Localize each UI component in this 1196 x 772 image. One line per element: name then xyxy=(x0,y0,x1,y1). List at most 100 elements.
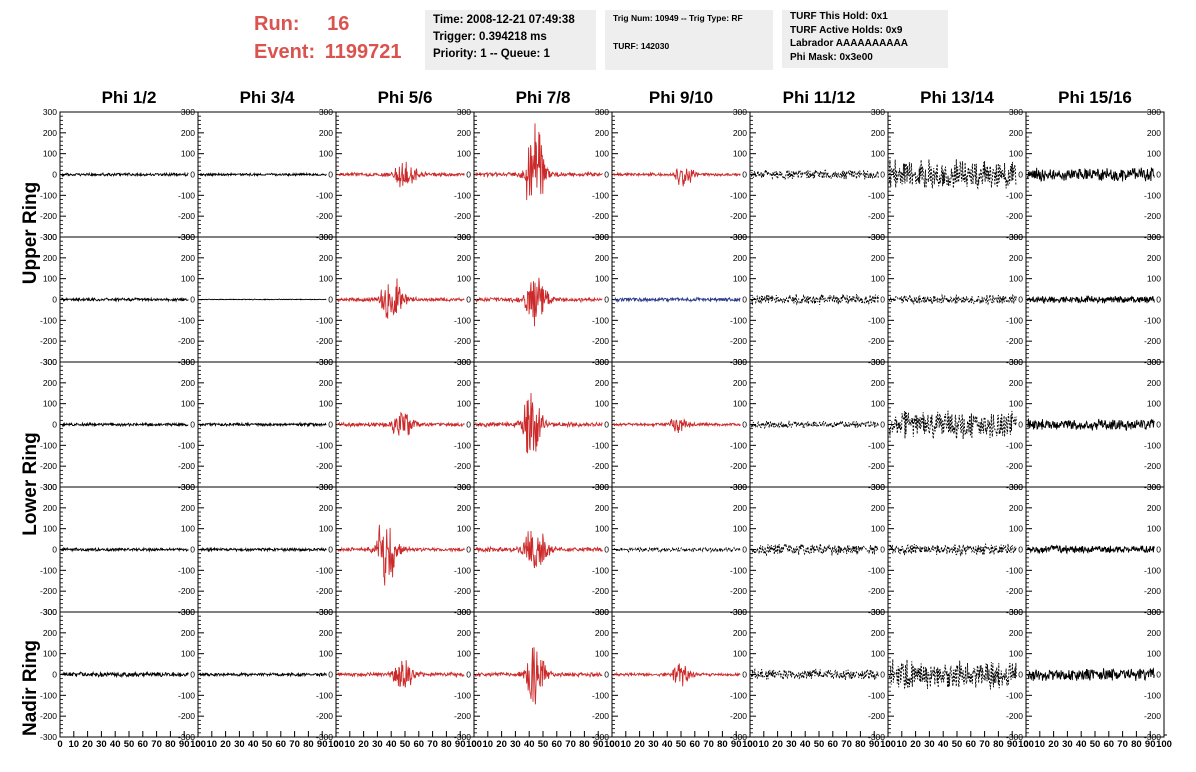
waveform-trace xyxy=(613,296,741,304)
phi-title-7: Phi 13/14 xyxy=(920,88,994,107)
y-tick-label: -200 xyxy=(1144,711,1161,721)
waveform-trace xyxy=(1027,667,1155,681)
y-tick-label: 0 xyxy=(1018,295,1023,305)
y-tick-label: 100 xyxy=(43,399,57,409)
event-label: Event: xyxy=(254,41,316,63)
y-tick-label: 100 xyxy=(595,399,609,409)
y-tick-label: 0 xyxy=(1018,420,1023,430)
x-tick-label: 50 xyxy=(814,739,825,750)
y-tick-label: -300 xyxy=(40,232,57,242)
y-tick-label: 100 xyxy=(319,274,333,284)
waveform-trace xyxy=(474,392,603,454)
y-tick-label: 0 xyxy=(604,670,609,680)
y-tick-label: 100 xyxy=(181,524,195,534)
x-tick-label: 10 xyxy=(69,739,80,750)
y-tick-label: 0 xyxy=(190,295,195,305)
x-tick-label: 10 xyxy=(897,739,908,750)
y-tick-label: 300 xyxy=(43,482,57,492)
y-tick-label: -200 xyxy=(316,711,333,721)
y-tick-label: 0 xyxy=(1156,545,1161,555)
x-tick-label: 30 xyxy=(786,739,797,750)
x-tick-label: 70 xyxy=(1117,739,1128,750)
y-tick-label: -100 xyxy=(316,440,333,450)
y-tick-label: -100 xyxy=(178,565,195,575)
y-tick-label: 200 xyxy=(319,628,333,638)
y-tick-label: 200 xyxy=(181,128,195,138)
y-tick-label: 200 xyxy=(457,128,471,138)
y-tick-label: 200 xyxy=(181,628,195,638)
y-tick-label: 200 xyxy=(595,628,609,638)
x-tick-label: 90 xyxy=(731,739,742,750)
x-tick-label: 10 xyxy=(207,739,218,750)
y-tick-label: -200 xyxy=(868,211,885,221)
waveform-trace xyxy=(199,546,327,553)
y-tick-label: 300 xyxy=(1147,107,1161,117)
trignum-line: Trig Num: 10949 -- Trig Type: RF xyxy=(613,13,743,23)
y-tick-label: 200 xyxy=(319,503,333,513)
y-tick-label: 100 xyxy=(595,649,609,659)
y-tick-label: -100 xyxy=(730,565,747,575)
y-tick-label: 100 xyxy=(871,274,885,284)
y-tick-label: -100 xyxy=(592,565,609,575)
x-tick-label: 0 xyxy=(609,739,614,750)
waveform-trace xyxy=(1027,418,1155,431)
y-tick-label: 300 xyxy=(871,357,885,367)
x-tick-label: 80 xyxy=(1131,739,1142,750)
y-tick-label: -100 xyxy=(316,565,333,575)
x-tick-label: 30 xyxy=(648,739,659,750)
x-tick-label: 70 xyxy=(427,739,438,750)
y-tick-label: 200 xyxy=(1009,253,1023,263)
y-tick-label: 300 xyxy=(457,607,471,617)
y-tick-label: 100 xyxy=(457,524,471,534)
x-tick-label: 80 xyxy=(993,739,1004,750)
y-tick-label: 300 xyxy=(595,607,609,617)
y-tick-label: 100 xyxy=(457,649,471,659)
x-tick-label: 40 xyxy=(386,739,397,750)
y-tick-label: 0 xyxy=(466,420,471,430)
x-tick-label: 40 xyxy=(110,739,121,750)
y-tick-label: -200 xyxy=(454,711,471,721)
y-tick-label: 100 xyxy=(457,274,471,284)
y-tick-label: -200 xyxy=(454,211,471,221)
y-tick-label: -300 xyxy=(592,732,609,742)
y-tick-label: -200 xyxy=(454,586,471,596)
y-tick-label: -100 xyxy=(1006,315,1023,325)
y-tick-label: -300 xyxy=(454,732,471,742)
y-tick-label: 200 xyxy=(43,128,57,138)
y-tick-label: 0 xyxy=(466,670,471,680)
y-tick-label: 0 xyxy=(604,295,609,305)
x-tick-label: 60 xyxy=(414,739,425,750)
y-tick-label: -100 xyxy=(730,315,747,325)
waveform-trace xyxy=(474,647,603,705)
y-tick-label: 0 xyxy=(328,295,333,305)
y-tick-label: 300 xyxy=(871,107,885,117)
y-tick-label: 0 xyxy=(742,670,747,680)
y-tick-label: -200 xyxy=(1006,336,1023,346)
y-tick-label: -200 xyxy=(730,211,747,221)
y-tick-label: 0 xyxy=(1018,170,1023,180)
x-tick-label: 100 xyxy=(604,739,620,750)
x-tick-label: 0 xyxy=(747,739,752,750)
y-tick-label: 300 xyxy=(1009,107,1023,117)
y-tick-label: -100 xyxy=(592,315,609,325)
y-tick-label: 200 xyxy=(457,503,471,513)
waveform-trace xyxy=(888,543,1017,557)
x-tick-label: 20 xyxy=(1048,739,1059,750)
y-tick-label: 100 xyxy=(1009,524,1023,534)
y-tick-label: 100 xyxy=(319,399,333,409)
y-tick-label: 100 xyxy=(1147,274,1161,284)
x-tick-label: 60 xyxy=(1104,739,1115,750)
y-tick-label: 0 xyxy=(604,545,609,555)
x-tick-label: 10 xyxy=(345,739,356,750)
y-tick-label: 300 xyxy=(733,357,747,367)
y-tick-label: 100 xyxy=(319,524,333,534)
